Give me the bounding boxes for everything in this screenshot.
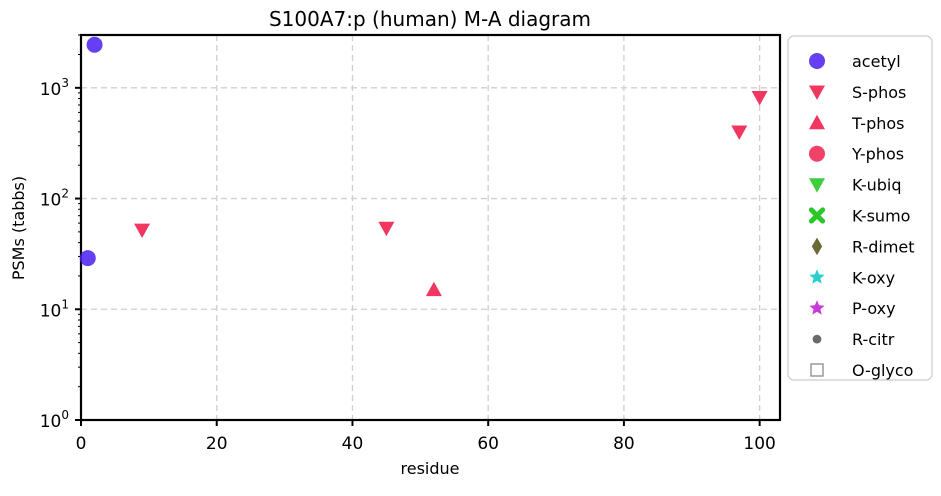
y-tick-label: 100	[40, 408, 69, 432]
legend-marker-k-oxy	[809, 269, 825, 284]
ticks-layer: 0 20 40 60 80 100 100 101 102 103	[40, 34, 776, 454]
x-tick-label: 0	[76, 434, 87, 454]
legend-marker-r-citr	[812, 334, 822, 344]
plot-frame	[79, 33, 782, 422]
legend-entries: acetyl S-phos T-phos Y-phos K-ubiq K-sumo R-di…	[808, 52, 915, 380]
legend-label: T-phos	[851, 114, 905, 133]
data-point-s-phos	[378, 221, 395, 237]
data-point-s-phos	[134, 223, 151, 238]
legend: acetyl S-phos T-phos Y-phos K-ubiq K-sumo R-di…	[787, 35, 933, 381]
x-axis-label: residue	[401, 459, 460, 478]
points-layer	[79, 36, 768, 297]
legend-label: acetyl	[852, 52, 901, 71]
data-point-s-phos	[731, 125, 748, 140]
y-tick-label: 101	[40, 297, 69, 321]
data-point-acetyl	[86, 36, 103, 53]
data-point-t-phos	[425, 281, 442, 297]
legend-marker-k-sumo	[808, 207, 826, 224]
legend-marker-y-phos	[809, 145, 825, 162]
legend-label: K-ubiq	[852, 176, 901, 195]
legend-marker-o-glyco	[810, 363, 824, 377]
legend-label: O-glyco	[852, 361, 913, 380]
legend-marker-k-ubiq	[809, 178, 825, 193]
legend-box	[787, 35, 933, 381]
y-tick-label: 102	[40, 187, 69, 211]
data-point-acetyl	[79, 250, 96, 267]
x-tick-label: 40	[342, 434, 364, 454]
legend-label: R-dimet	[852, 237, 915, 256]
y-tick-label: 103	[40, 76, 69, 100]
grid-layer	[81, 35, 780, 420]
legend-marker-r-dimet	[811, 237, 823, 256]
x-tick-label: 60	[477, 434, 499, 454]
legend-marker-t-phos	[809, 114, 825, 130]
legend-label: P-oxy	[852, 299, 896, 318]
y-axis-label: PSMs (tabbs)	[9, 176, 28, 280]
legend-marker-s-phos	[809, 85, 825, 100]
x-tick-label: 20	[206, 434, 228, 454]
chart-title: S100A7:p (human) M-A diagram	[269, 7, 591, 31]
legend-label: K-oxy	[852, 268, 895, 287]
x-tick-label: 100	[743, 434, 775, 454]
legend-marker-acetyl	[809, 53, 825, 69]
legend-label: S-phos	[852, 83, 906, 102]
legend-label: R-citr	[852, 330, 895, 349]
x-tick-label: 80	[613, 434, 635, 454]
legend-label: K-sumo	[852, 207, 910, 226]
legend-marker-p-oxy	[809, 300, 825, 315]
data-point-s-phos	[751, 90, 768, 106]
legend-label: Y-phos	[851, 145, 904, 164]
